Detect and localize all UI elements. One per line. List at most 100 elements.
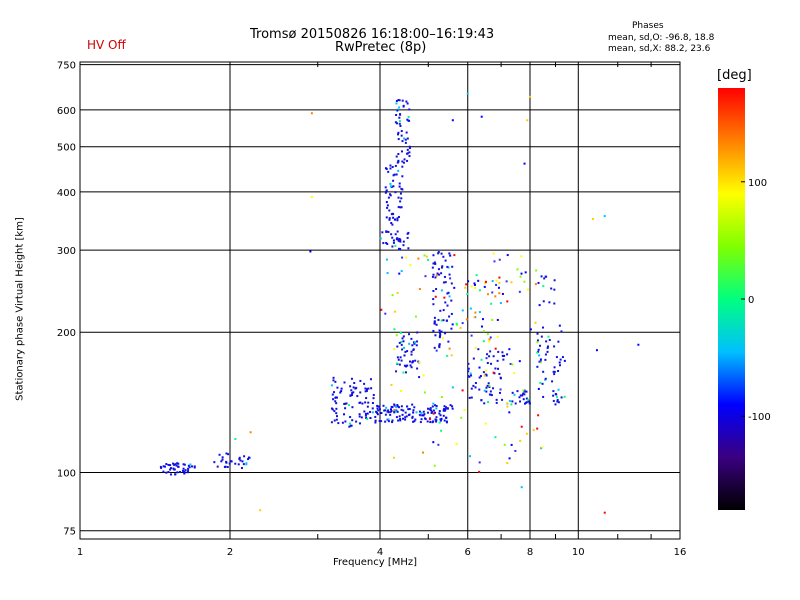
data-point — [189, 463, 192, 466]
data-point — [541, 326, 544, 329]
data-point — [396, 133, 399, 136]
data-point — [523, 389, 526, 392]
data-point — [499, 391, 502, 394]
data-point — [225, 452, 228, 455]
data-point — [399, 238, 402, 241]
data-point — [449, 254, 452, 257]
data-point — [537, 348, 540, 351]
data-point — [469, 372, 472, 375]
data-point — [399, 124, 402, 127]
data-point — [348, 425, 351, 428]
data-point — [245, 463, 248, 466]
data-point — [400, 405, 403, 408]
data-point — [505, 280, 508, 283]
data-point — [395, 406, 398, 409]
data-point — [363, 382, 366, 385]
data-point — [333, 391, 336, 394]
data-point — [247, 458, 250, 461]
data-point — [448, 347, 451, 350]
x-tick-label: 1 — [77, 547, 83, 558]
data-point — [400, 130, 403, 133]
data-point — [397, 216, 400, 219]
data-point — [510, 443, 513, 446]
data-point — [478, 461, 481, 464]
data-point — [387, 420, 390, 423]
data-point — [401, 413, 404, 416]
data-point — [398, 113, 401, 116]
data-point — [551, 380, 554, 383]
data-point — [455, 322, 458, 325]
data-point — [474, 382, 477, 385]
data-point — [389, 193, 392, 196]
data-point — [332, 398, 335, 401]
data-point — [506, 405, 509, 408]
data-point — [400, 408, 403, 411]
data-point — [445, 406, 448, 409]
colorbar-tick-label: 0 — [748, 295, 754, 306]
data-point — [402, 240, 405, 243]
data-point — [557, 340, 560, 343]
data-point — [478, 289, 481, 292]
data-point — [443, 409, 446, 412]
data-point — [398, 120, 401, 123]
data-point — [443, 405, 446, 408]
data-point — [442, 319, 445, 322]
y-tick-label: 75 — [63, 527, 76, 538]
data-point — [477, 348, 480, 351]
data-point — [370, 387, 373, 390]
data-point — [241, 460, 244, 463]
data-point — [434, 404, 437, 407]
data-point — [413, 341, 416, 344]
data-point — [159, 465, 162, 468]
data-point — [525, 432, 528, 435]
data-point — [413, 342, 416, 345]
data-point — [393, 218, 396, 221]
phase-summary-heading: Phases — [632, 21, 664, 31]
data-point — [492, 371, 495, 374]
data-point — [355, 420, 358, 423]
data-point — [399, 200, 402, 203]
colorbar-unit-label: [deg] — [717, 68, 752, 83]
data-point — [393, 173, 396, 176]
data-point — [467, 367, 470, 370]
data-point — [483, 285, 486, 288]
data-point — [448, 252, 451, 255]
data-point — [399, 248, 402, 251]
data-point — [381, 231, 384, 234]
data-point — [502, 358, 505, 361]
data-point — [365, 397, 368, 400]
data-point — [508, 411, 511, 414]
data-point — [426, 420, 429, 423]
data-point — [395, 102, 398, 105]
data-point — [402, 409, 405, 412]
data-point — [557, 369, 560, 372]
data-point — [497, 286, 500, 289]
data-point — [406, 364, 409, 367]
data-point — [409, 364, 412, 367]
data-point — [409, 360, 412, 363]
data-point — [552, 394, 555, 397]
data-point — [503, 354, 506, 357]
data-point — [414, 359, 417, 362]
data-point — [486, 333, 489, 336]
data-point — [397, 160, 400, 163]
data-point — [561, 356, 564, 359]
data-point — [376, 407, 379, 410]
data-point — [520, 425, 523, 428]
data-point — [186, 471, 189, 474]
data-point — [401, 256, 404, 259]
data-point — [361, 402, 364, 405]
data-point — [412, 341, 415, 344]
data-point — [497, 350, 500, 353]
data-point — [359, 379, 362, 382]
data-point — [494, 367, 497, 370]
data-point — [220, 460, 223, 463]
data-point — [461, 389, 464, 392]
data-point — [394, 233, 397, 236]
data-point — [547, 335, 550, 338]
data-point — [487, 382, 490, 385]
data-point — [397, 152, 400, 155]
data-point — [403, 346, 406, 349]
data-point — [406, 137, 409, 140]
data-point — [553, 373, 556, 376]
